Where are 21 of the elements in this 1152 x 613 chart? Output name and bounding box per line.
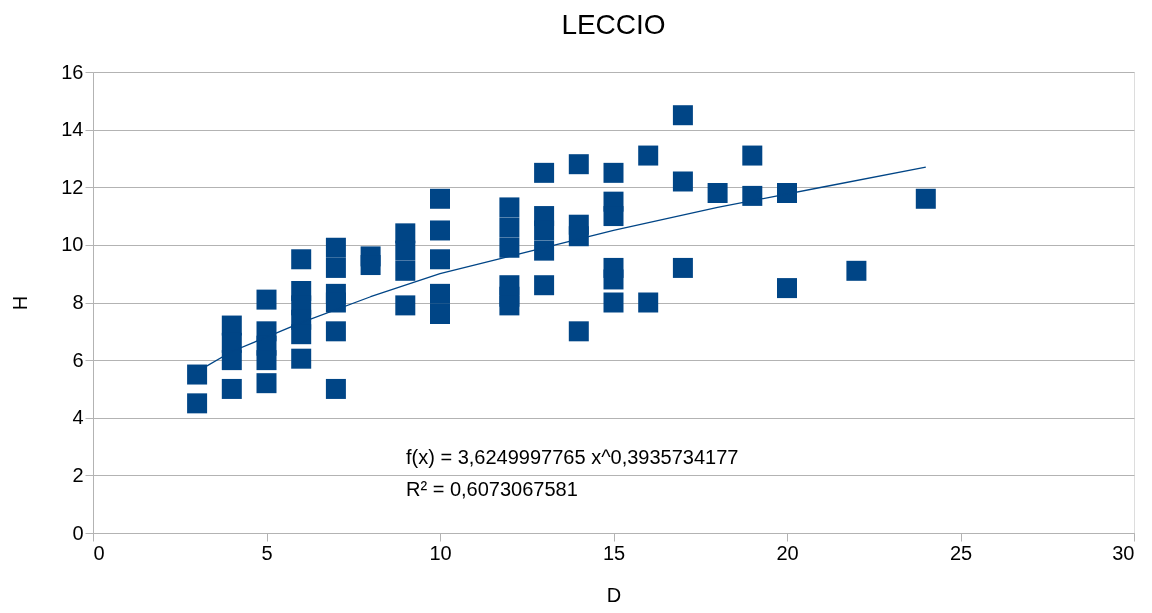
y-axis-title: H	[9, 295, 32, 311]
y-tick-label: 16	[61, 60, 84, 83]
y-tick-label: 6	[72, 348, 84, 371]
x-tick-label: 10	[429, 541, 452, 564]
y-tick-label: 4	[72, 406, 84, 429]
chart-title: LECCIO	[561, 9, 666, 40]
y-tick-label: 2	[72, 463, 84, 486]
annotation: R² = 0,6073067581	[406, 478, 578, 500]
x-tick-label: 25	[949, 541, 973, 564]
x-axis-title: D	[606, 583, 622, 606]
y-tick-label: 0	[72, 521, 84, 544]
annotation: f(x) = 3,6249997765 x^0,3935734177	[406, 446, 739, 468]
x-tick-label: 30	[1112, 541, 1135, 564]
x-tick-label: 0	[93, 541, 105, 564]
x-tick-label: 15	[602, 541, 626, 564]
y-tick-label: 10	[61, 233, 84, 256]
y-tick-label: 8	[72, 291, 84, 313]
x-tick-label: 20	[776, 541, 799, 564]
y-tick-label: 12	[61, 175, 84, 198]
x-tick-label: 5	[261, 541, 273, 564]
y-tick-label: 14	[61, 118, 84, 141]
